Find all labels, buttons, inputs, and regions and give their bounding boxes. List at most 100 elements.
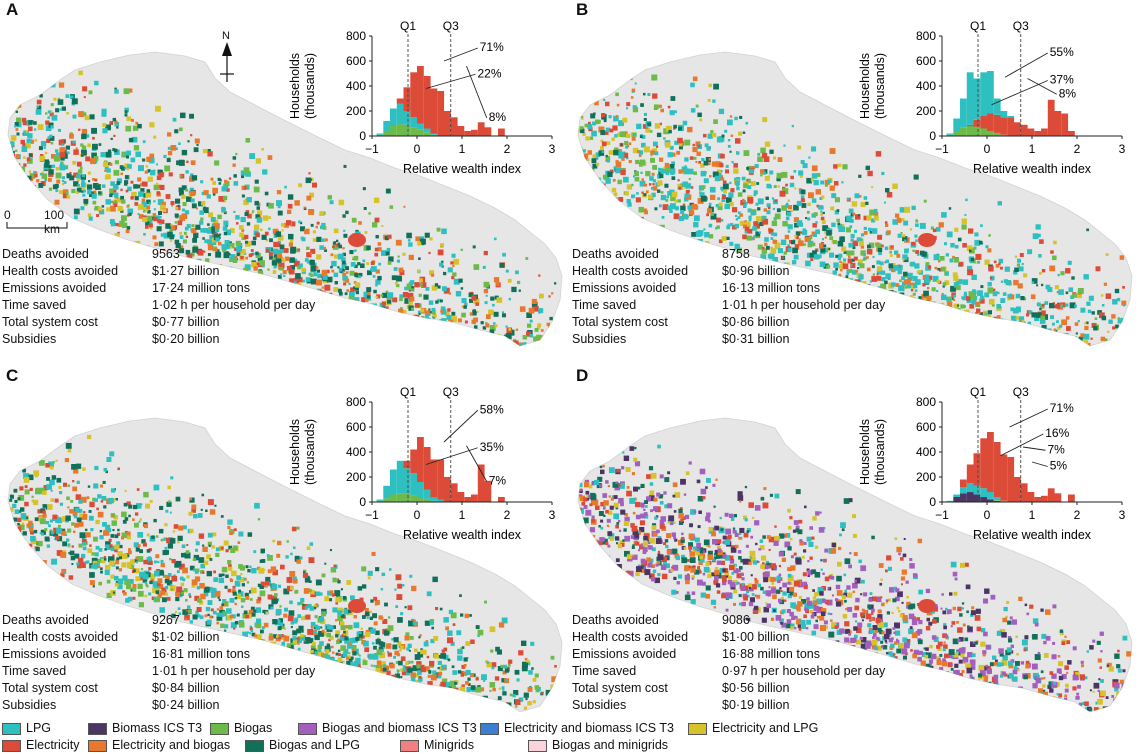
- map-cell: [708, 234, 714, 239]
- map-cell: [479, 715, 483, 719]
- map-cell: [378, 262, 382, 266]
- map-cell: [114, 160, 119, 165]
- map-cell: [119, 544, 123, 549]
- map-cell: [236, 252, 241, 257]
- map-cell: [203, 250, 206, 253]
- map-cell: [146, 215, 153, 222]
- map-cell: [116, 126, 119, 129]
- map-cell: [466, 352, 470, 356]
- map-cell: [1087, 309, 1092, 314]
- map-layer: [577, 51, 1133, 364]
- map-cell: [725, 164, 729, 168]
- map-cell: [849, 250, 855, 256]
- map-cell: [876, 275, 882, 281]
- map-cell: [1002, 327, 1006, 331]
- map-cell: [387, 651, 390, 654]
- map-cell: [13, 488, 18, 493]
- map-cell: [678, 215, 684, 222]
- map-cell: [150, 216, 155, 221]
- map-cell: [279, 244, 285, 250]
- map-cell: [16, 132, 20, 136]
- map-cell: [482, 326, 487, 330]
- map-cell: [1052, 304, 1057, 309]
- map-cell: [353, 615, 357, 619]
- map-cell: [154, 582, 160, 589]
- map-cell: [435, 300, 439, 304]
- panel-a: A Households(thousands) 0 200 400 600 800 −1 0 1…: [0, 0, 570, 366]
- map-cell: [612, 125, 618, 131]
- map-cell: [493, 348, 497, 352]
- map-cell: [28, 153, 33, 157]
- map-cell: [990, 275, 995, 281]
- map-cell: [13, 45, 17, 49]
- map-cell: [984, 316, 987, 319]
- map-cell: [1048, 359, 1053, 364]
- map-cell: [217, 596, 220, 599]
- map-cell: [807, 202, 811, 206]
- map-cell: [117, 178, 122, 184]
- map-cell: [929, 323, 932, 326]
- map-cell: [421, 342, 425, 346]
- map-cell: [677, 179, 680, 182]
- map-cell: [877, 234, 883, 240]
- map-cell: [578, 173, 582, 176]
- map-cell: [645, 125, 649, 129]
- map-cell: [1007, 327, 1011, 331]
- histogram-bar: [457, 126, 465, 136]
- map-cell: [528, 349, 533, 354]
- map-cell: [552, 327, 555, 330]
- map-cell: [293, 280, 297, 284]
- map-cell: [313, 272, 318, 277]
- map-cell: [1057, 273, 1060, 277]
- map-cell: [297, 614, 302, 618]
- map-cell: [222, 275, 225, 278]
- map-cell: [888, 263, 894, 269]
- map-cell: [932, 228, 937, 233]
- map-cell: [1002, 292, 1007, 296]
- map-cell: [24, 555, 30, 561]
- map-cell: [905, 248, 909, 252]
- map-cell: [404, 606, 407, 609]
- map-cell: [581, 117, 584, 120]
- map-cell: [138, 191, 144, 197]
- map-cell: [321, 315, 327, 321]
- map-cell: [407, 285, 412, 291]
- map-cell: [73, 208, 80, 215]
- map-cell: [479, 358, 484, 363]
- map-cell: [583, 174, 588, 179]
- map-cell: [124, 182, 128, 186]
- map-cell: [992, 288, 996, 292]
- map-cell: [489, 329, 495, 335]
- map-cell: [683, 169, 686, 173]
- map-cell: [838, 273, 842, 277]
- map-cell: [406, 683, 411, 688]
- map-cell: [777, 242, 781, 245]
- annotation-leader: [991, 80, 1048, 106]
- map-cell: [527, 323, 532, 328]
- map-cell: [344, 292, 348, 296]
- map-cell: [16, 173, 23, 180]
- map-cell: [147, 176, 153, 182]
- map-cell: [1051, 337, 1055, 341]
- map-cell: [261, 650, 267, 656]
- map-cell: [881, 171, 885, 176]
- map-cell: [72, 114, 77, 119]
- map-cell: [202, 237, 205, 240]
- map-cell: [308, 172, 311, 175]
- map-cell: [473, 264, 480, 270]
- map-cell: [486, 357, 490, 361]
- x-tick-label: 2: [504, 142, 511, 156]
- map-cell: [294, 258, 298, 262]
- map-cell: [27, 72, 30, 75]
- map-cell: [751, 166, 756, 170]
- map-cell: [382, 646, 386, 649]
- map-cell: [324, 294, 328, 299]
- map-cell: [328, 305, 333, 310]
- map-cell: [363, 291, 370, 298]
- map-cell: [310, 278, 317, 285]
- map-cell: [86, 184, 93, 190]
- map-cell: [813, 212, 818, 217]
- map-cell: [179, 127, 183, 132]
- map-cell: [1007, 294, 1012, 299]
- map-cell: [396, 687, 402, 693]
